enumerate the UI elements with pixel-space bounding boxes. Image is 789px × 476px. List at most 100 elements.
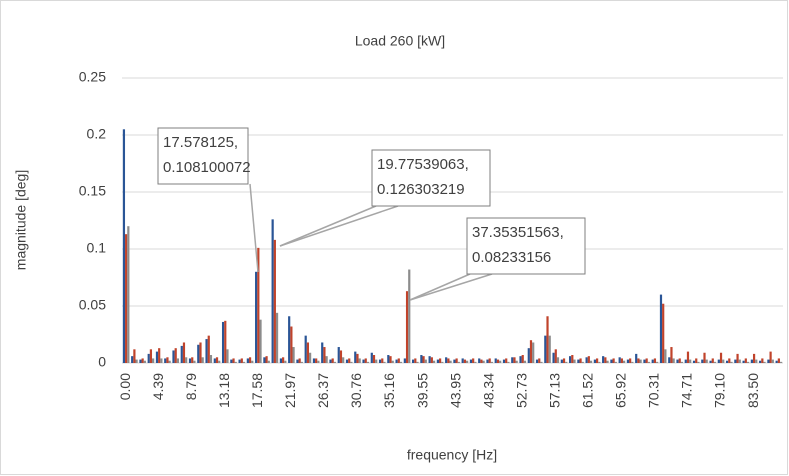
x-axis-label: frequency [Hz] xyxy=(407,447,497,463)
x-tick-label: 30.76 xyxy=(348,373,364,408)
bar xyxy=(620,358,623,363)
y-tick-label: 0.2 xyxy=(87,126,107,142)
bar xyxy=(647,361,650,363)
bar xyxy=(453,359,456,363)
bar xyxy=(408,269,411,363)
x-tick-label: 8.79 xyxy=(183,373,199,400)
bar xyxy=(403,358,406,363)
bar xyxy=(362,359,365,363)
bar xyxy=(172,350,175,363)
bar xyxy=(439,358,442,363)
bar xyxy=(730,361,733,363)
bar xyxy=(651,359,654,363)
bar xyxy=(185,357,188,363)
bar xyxy=(554,349,557,363)
bar xyxy=(304,335,307,363)
x-tick-label: 21.97 xyxy=(282,373,298,408)
bar xyxy=(309,352,312,363)
bar xyxy=(158,348,161,363)
bar xyxy=(581,361,584,363)
bar xyxy=(263,357,266,363)
bar xyxy=(717,359,720,363)
bar xyxy=(552,352,555,363)
bar xyxy=(474,361,477,363)
bar xyxy=(389,356,392,363)
bar xyxy=(761,358,764,363)
bar xyxy=(703,352,706,363)
bar xyxy=(259,319,262,363)
bar xyxy=(205,339,208,363)
x-tick-label: 65.92 xyxy=(613,373,629,408)
bar xyxy=(342,357,345,363)
bar xyxy=(191,357,194,363)
bar xyxy=(725,360,729,363)
bar xyxy=(457,361,460,363)
bar xyxy=(719,352,723,363)
bar xyxy=(779,361,783,363)
bar xyxy=(612,358,615,363)
bar xyxy=(569,356,572,363)
callout-leader xyxy=(279,205,399,247)
bar xyxy=(676,359,679,363)
x-tick-label: 74.71 xyxy=(679,373,695,408)
bar xyxy=(738,359,741,363)
bar xyxy=(221,321,225,363)
bar xyxy=(348,358,351,363)
callout-leader xyxy=(249,183,259,273)
bar xyxy=(209,355,213,363)
bar xyxy=(397,358,400,363)
x-tick-label: 83.50 xyxy=(745,373,761,408)
y-tick-label: 0.15 xyxy=(79,183,106,199)
bar xyxy=(412,359,415,363)
bar xyxy=(750,359,753,363)
bar xyxy=(585,357,588,363)
bar xyxy=(752,353,756,363)
y-tick-label: 0.25 xyxy=(79,69,106,85)
x-tick-label: 48.34 xyxy=(480,373,496,408)
bar xyxy=(618,357,621,363)
callout-text: 37.35351563, xyxy=(472,224,564,241)
bar xyxy=(122,129,126,363)
bar xyxy=(238,359,241,363)
bar xyxy=(375,359,378,363)
x-tick-label: 17.58 xyxy=(249,373,265,408)
bar xyxy=(255,271,258,363)
x-tick-label: 57.13 xyxy=(546,373,562,408)
y-axis-label: magnitude [deg] xyxy=(13,170,29,270)
bar xyxy=(686,351,690,363)
bar xyxy=(143,360,146,363)
bar xyxy=(168,360,171,363)
bar xyxy=(420,355,423,363)
bar xyxy=(306,342,310,363)
bar xyxy=(472,358,475,363)
bar xyxy=(381,358,384,363)
callout-box xyxy=(371,149,491,207)
bar xyxy=(755,359,758,363)
bar xyxy=(560,359,563,363)
bar xyxy=(387,355,390,363)
bar xyxy=(251,360,254,363)
bar xyxy=(358,358,361,363)
bar xyxy=(544,335,547,363)
bar xyxy=(604,357,607,363)
bar xyxy=(378,359,382,363)
bar xyxy=(565,361,568,363)
bar xyxy=(653,358,657,363)
bar xyxy=(593,359,596,363)
bar xyxy=(515,360,518,363)
bar xyxy=(511,357,514,363)
bar xyxy=(637,358,640,363)
bar xyxy=(742,360,745,363)
bar xyxy=(125,234,128,363)
bar xyxy=(728,358,731,363)
bar xyxy=(656,361,659,363)
bar xyxy=(529,340,533,363)
bar xyxy=(507,361,510,363)
bar xyxy=(577,359,580,363)
bar xyxy=(678,358,681,363)
bar xyxy=(265,356,268,363)
bar xyxy=(480,359,483,363)
bar xyxy=(242,361,246,363)
bar xyxy=(455,358,458,363)
